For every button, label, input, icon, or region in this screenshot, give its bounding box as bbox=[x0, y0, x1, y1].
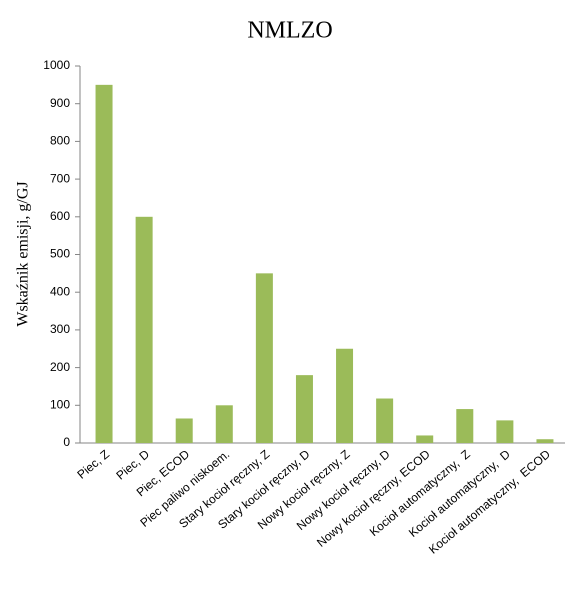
y-axis-label: Wskaźnik emisji, g/GJ bbox=[15, 181, 32, 326]
y-tick-label: 100 bbox=[50, 397, 70, 411]
bar bbox=[336, 348, 354, 443]
bar bbox=[215, 405, 233, 443]
y-tick-label: 400 bbox=[50, 284, 70, 298]
bar bbox=[456, 409, 474, 443]
y-tick-label: 200 bbox=[50, 360, 70, 374]
y-tick-label: 800 bbox=[50, 134, 70, 148]
bar bbox=[536, 439, 554, 443]
bar bbox=[416, 435, 434, 443]
y-tick-label: 500 bbox=[50, 247, 70, 261]
bar bbox=[295, 375, 313, 443]
x-tick-label: Piec, Z bbox=[74, 447, 112, 482]
bar bbox=[135, 216, 153, 443]
y-tick-label: 900 bbox=[50, 96, 70, 110]
y-tick-label: 700 bbox=[50, 171, 70, 185]
y-tick-label: 600 bbox=[50, 209, 70, 223]
y-tick-label: 1000 bbox=[43, 58, 70, 72]
bar bbox=[175, 418, 193, 443]
bar bbox=[376, 398, 394, 443]
y-tick-label: 300 bbox=[50, 322, 70, 336]
bar bbox=[496, 420, 514, 443]
bar bbox=[95, 84, 113, 443]
chart-title: NMLZO bbox=[247, 18, 332, 44]
bar bbox=[255, 273, 273, 443]
y-tick-label: 0 bbox=[63, 435, 70, 449]
